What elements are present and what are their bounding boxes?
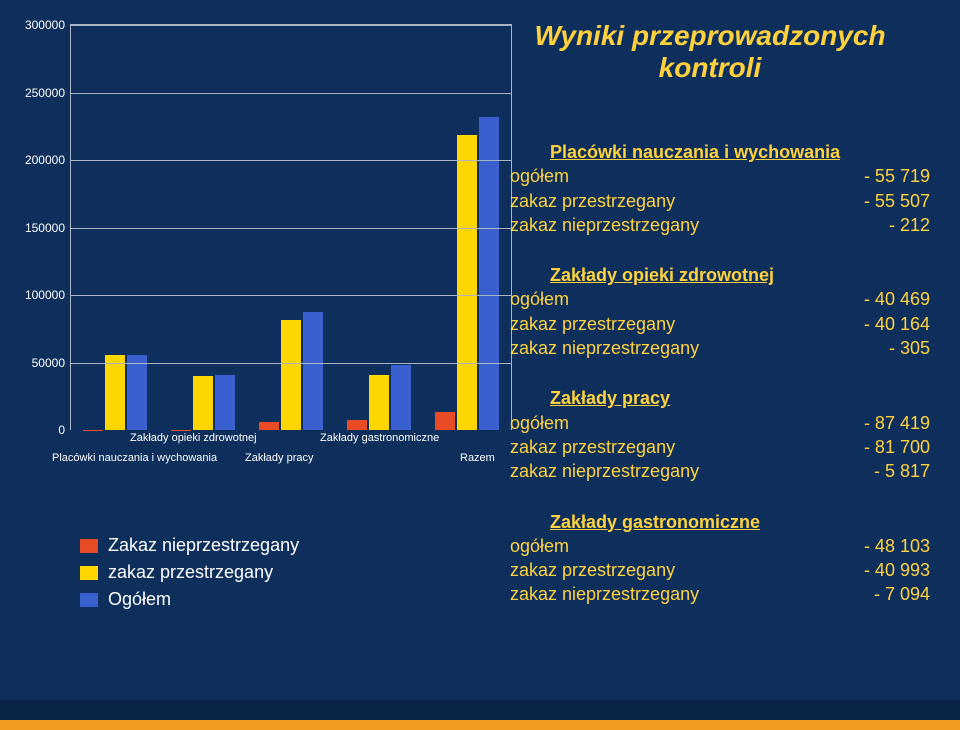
result-section: Zakłady gastronomiczneogółem- 48 103zaka… — [510, 510, 930, 607]
row-value: - 81 700 — [864, 435, 930, 459]
legend-label: Zakaz nieprzestrzegany — [108, 535, 299, 556]
legend-swatch — [80, 539, 98, 553]
row-value: - 212 — [889, 213, 930, 237]
bar-ogolem — [391, 365, 411, 430]
legend-label: zakaz przestrzegany — [108, 562, 273, 583]
result-section: Zakłady pracyogółem- 87 419zakaz przestr… — [510, 386, 930, 483]
section-row: zakaz przestrzegany - 55 507 — [510, 189, 930, 213]
section-row: zakaz nieprzestrzegany - 305 — [510, 336, 930, 360]
bar-nieprzestrzegany — [347, 420, 367, 430]
legend-item: Zakaz nieprzestrzegany — [80, 535, 480, 556]
x-axis-label: Placówki nauczania i wychowania — [52, 452, 217, 464]
x-axis-label: Zakłady pracy — [245, 452, 313, 464]
row-label: zakaz nieprzestrzegany — [510, 459, 699, 483]
gridline — [71, 295, 511, 296]
bar-nieprzestrzegany — [259, 422, 279, 430]
section-row: zakaz przestrzegany - 81 700 — [510, 435, 930, 459]
legend-swatch — [80, 566, 98, 580]
x-axis-label: Zakłady opieki zdrowotnej — [130, 432, 257, 444]
results-text: Placówki nauczania i wychowaniaogółem- 5… — [510, 140, 930, 633]
bar-przestrzegany — [281, 320, 301, 430]
section-row: zakaz nieprzestrzegany - 7 094 — [510, 582, 930, 606]
row-value: - 55 719 — [864, 164, 930, 188]
gridline — [71, 93, 511, 94]
chart-plot: 050000100000150000200000250000300000 — [70, 24, 512, 430]
section-title: Placówki nauczania i wychowania — [510, 140, 930, 164]
row-label: ogółem — [510, 287, 569, 311]
bar-przestrzegany — [105, 355, 125, 430]
footer — [0, 680, 960, 730]
section-row: zakaz nieprzestrzegany - 5 817 — [510, 459, 930, 483]
section-row: zakaz przestrzegany - 40 164 — [510, 312, 930, 336]
x-axis-label: Zakłady gastronomiczne — [320, 432, 439, 444]
row-value: - 40 993 — [864, 558, 930, 582]
section-title: Zakłady pracy — [510, 386, 930, 410]
row-label: ogółem — [510, 164, 569, 188]
row-value: - 5 817 — [874, 459, 930, 483]
section-row: ogółem - 40 469 — [510, 287, 930, 311]
gridline — [71, 25, 511, 26]
result-section: Zakłady opieki zdrowotnejogółem- 40 469z… — [510, 263, 930, 360]
x-axis-label: Razem — [460, 452, 495, 464]
row-value: - 55 507 — [864, 189, 930, 213]
bar-ogolem — [215, 375, 235, 430]
gridline — [71, 363, 511, 364]
y-axis-label: 150000 — [25, 221, 65, 235]
bar-ogolem — [127, 355, 147, 430]
bar-nieprzestrzegany — [435, 412, 455, 430]
row-value: - 40 164 — [864, 312, 930, 336]
row-value: - 7 094 — [874, 582, 930, 606]
chart-legend: Zakaz nieprzestrzegany zakaz przestrzegan… — [80, 535, 480, 610]
y-axis-label: 250000 — [25, 86, 65, 100]
legend-item: Ogółem — [80, 589, 480, 610]
row-value: - 48 103 — [864, 534, 930, 558]
result-section: Placówki nauczania i wychowaniaogółem - 5… — [510, 140, 930, 237]
title-line-1: Wyniki przeprowadzonych — [500, 20, 920, 52]
footer-strip-1 — [0, 700, 960, 720]
row-value: - 305 — [889, 336, 930, 360]
bar-ogolem — [479, 117, 499, 430]
section-title: Zakłady opieki zdrowotnej — [510, 263, 930, 287]
section-row: ogółem - 87 419 — [510, 411, 930, 435]
section-row: zakaz nieprzestrzegany - 212 — [510, 213, 930, 237]
chart-area: 050000100000150000200000250000300000 Pla… — [20, 24, 480, 616]
bar-ogolem — [303, 312, 323, 430]
section-row: ogółem - 55 719 — [510, 164, 930, 188]
page-title: Wyniki przeprowadzonych kontroli — [500, 20, 920, 84]
bar-przestrzegany — [193, 376, 213, 430]
row-value: - 40 469 — [864, 287, 930, 311]
row-label: zakaz przestrzegany — [510, 312, 675, 336]
section-title: Zakłady gastronomiczne — [510, 510, 930, 534]
section-row: ogółem - 48 103 — [510, 534, 930, 558]
row-label: zakaz przestrzegany — [510, 558, 675, 582]
row-label: zakaz nieprzestrzegany — [510, 582, 699, 606]
title-line-2: kontroli — [500, 52, 920, 84]
legend-label: Ogółem — [108, 589, 171, 610]
chart-xlabels: Placówki nauczania i wychowaniaZakłady o… — [70, 430, 510, 485]
y-axis-label: 200000 — [25, 153, 65, 167]
y-axis-label: 300000 — [25, 18, 65, 32]
row-label: zakaz nieprzestrzegany — [510, 213, 699, 237]
y-axis-label: 0 — [58, 423, 65, 437]
y-axis-label: 100000 — [25, 288, 65, 302]
page: Wyniki przeprowadzonych kontroli 0500001… — [0, 0, 960, 730]
section-row: zakaz przestrzegany - 40 993 — [510, 558, 930, 582]
row-label: zakaz przestrzegany — [510, 435, 675, 459]
row-label: ogółem — [510, 411, 569, 435]
row-label: zakaz nieprzestrzegany — [510, 336, 699, 360]
row-label: zakaz przestrzegany — [510, 189, 675, 213]
bar-przestrzegany — [457, 135, 477, 430]
bar-przestrzegany — [369, 375, 389, 430]
footer-strip-2 — [0, 720, 960, 730]
row-value: - 87 419 — [864, 411, 930, 435]
gridline — [71, 160, 511, 161]
y-axis-label: 50000 — [32, 356, 65, 370]
legend-item: zakaz przestrzegany — [80, 562, 480, 583]
gridline — [71, 228, 511, 229]
legend-swatch — [80, 593, 98, 607]
row-label: ogółem — [510, 534, 569, 558]
